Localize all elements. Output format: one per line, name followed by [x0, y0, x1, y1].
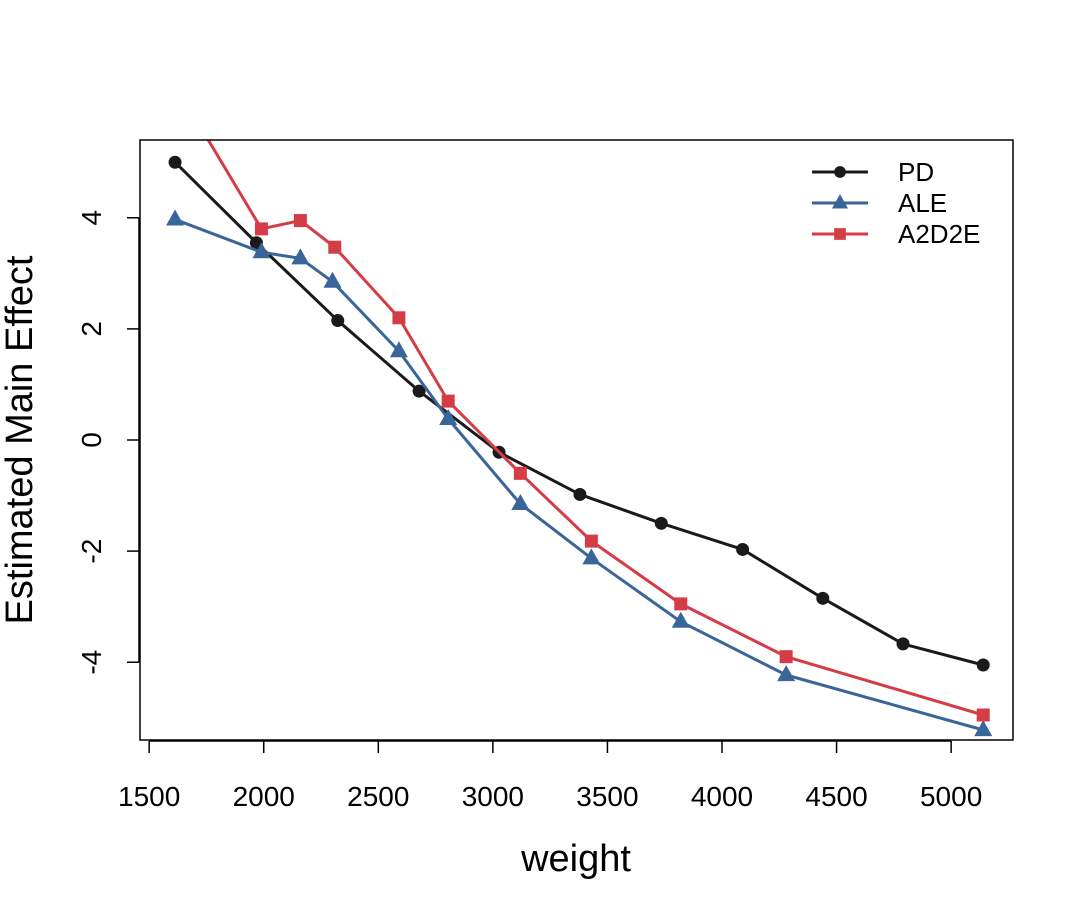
- legend-marker-pd: [834, 166, 846, 178]
- data-point-ale: [511, 493, 530, 510]
- data-point-pd: [896, 637, 910, 651]
- series-line-ale: [174, 218, 984, 732]
- data-point-pd: [331, 314, 345, 328]
- x-tick-label: 3000: [462, 781, 524, 812]
- data-point-pd: [168, 155, 182, 169]
- data-point-ale: [252, 242, 271, 259]
- data-point-a2d2e: [513, 466, 527, 480]
- legend-label: ALE: [898, 188, 947, 218]
- y-tick-label: -2: [76, 539, 107, 564]
- data-point-a2d2e: [392, 311, 406, 325]
- data-point-a2d2e: [328, 240, 342, 254]
- data-point-ale: [777, 665, 796, 682]
- data-point-ale: [323, 271, 342, 288]
- y-axis-title: Estimated Main Effect: [0, 255, 41, 624]
- data-point-pd: [976, 658, 990, 672]
- legend-marker-a2d2e: [834, 228, 846, 240]
- legend-label: PD: [898, 157, 934, 187]
- data-point-ale: [439, 408, 458, 425]
- data-point-a2d2e: [441, 394, 455, 408]
- data-point-a2d2e: [293, 214, 307, 228]
- series-layer: [166, 78, 993, 737]
- y-tick-label: 0: [76, 432, 107, 448]
- data-point-pd: [654, 516, 668, 530]
- y-tick-label: 4: [76, 210, 107, 226]
- data-point-ale: [389, 341, 408, 358]
- x-tick-label: 1500: [118, 781, 180, 812]
- x-axis: 1500 2000 2500 3000 3500 4000 4500 5000: [118, 740, 982, 812]
- x-tick-label: 5000: [920, 781, 982, 812]
- data-point-a2d2e: [254, 222, 268, 236]
- data-point-a2d2e: [169, 78, 182, 91]
- data-point-ale: [166, 209, 185, 226]
- legend-label: A2D2E: [898, 219, 980, 249]
- data-point-pd: [573, 487, 587, 501]
- x-tick-label: 4500: [805, 781, 867, 812]
- data-point-ale: [671, 611, 690, 628]
- data-point-a2d2e: [976, 708, 990, 722]
- plot-frame: [139, 139, 1014, 741]
- data-point-pd: [412, 384, 426, 398]
- series-line-pd: [174, 161, 984, 667]
- y-axis: -4 -2 0 2 4: [76, 210, 140, 675]
- data-point-a2d2e: [674, 597, 688, 611]
- data-point-ale: [582, 548, 601, 565]
- data-point-a2d2e: [779, 650, 793, 664]
- data-point-ale: [291, 248, 310, 265]
- data-point-pd: [736, 542, 750, 556]
- data-point-a2d2e: [584, 534, 598, 548]
- x-tick-label: 4000: [691, 781, 753, 812]
- legend-marker-ale: [831, 194, 849, 209]
- x-axis-title: weight: [520, 838, 631, 880]
- y-tick-label: 2: [76, 321, 107, 337]
- x-tick-label: 2500: [347, 781, 409, 812]
- y-tick-label: -4: [76, 650, 107, 675]
- x-tick-label: 3500: [576, 781, 638, 812]
- x-tick-label: 2000: [233, 781, 295, 812]
- data-point-pd: [816, 591, 830, 605]
- data-point-ale: [974, 720, 993, 737]
